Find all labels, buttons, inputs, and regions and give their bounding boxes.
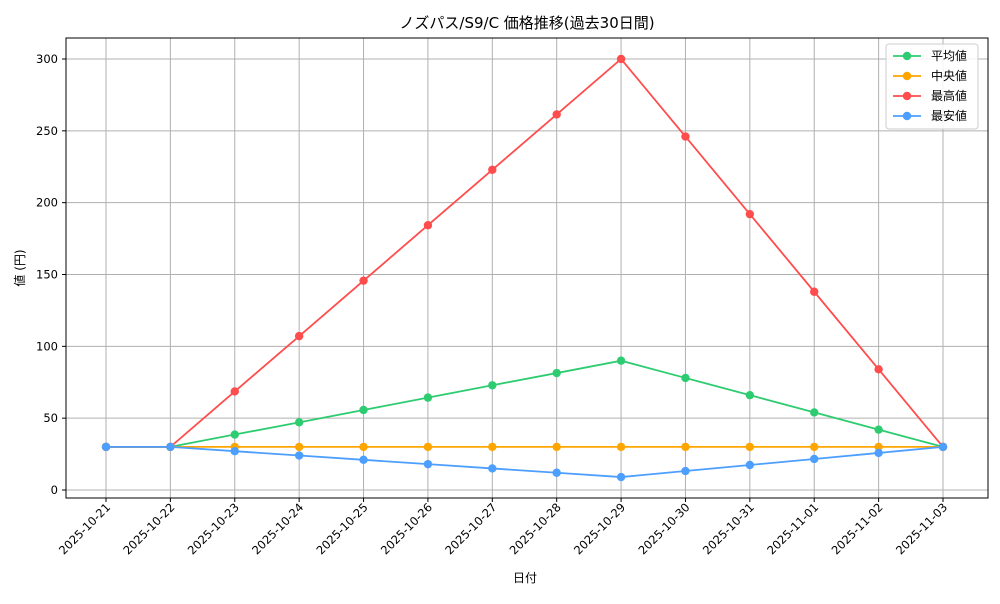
data-point — [488, 442, 497, 452]
x-axis-label: 日付 — [513, 571, 537, 585]
x-tick-label: 2025-10-21 — [56, 500, 113, 557]
data-point — [552, 468, 561, 477]
data-point — [938, 442, 948, 452]
data-point — [681, 132, 690, 141]
data-point — [745, 460, 755, 470]
legend-label: 最高値 — [931, 88, 967, 103]
data-point — [230, 387, 239, 396]
data-point — [616, 54, 626, 64]
data-point — [294, 331, 304, 341]
x-tick-label: 2025-10-27 — [442, 500, 499, 557]
legend-marker-icon — [902, 51, 912, 61]
x-tick-label: 2025-11-01 — [764, 500, 821, 557]
y-tick-label: 300 — [36, 52, 58, 66]
x-tick-label: 2025-10-23 — [185, 500, 242, 557]
data-point — [616, 442, 626, 452]
data-point — [874, 448, 883, 458]
legend-marker-icon — [902, 91, 912, 101]
data-point — [294, 442, 304, 452]
series-layer — [101, 54, 948, 482]
data-point — [423, 459, 433, 469]
x-tick-label: 2025-11-03 — [893, 500, 950, 557]
y-tick-label: 200 — [36, 196, 58, 210]
chart-title: ノズパス/S9/C 価格推移(過去30日間) — [399, 14, 654, 32]
x-tick-label: 2025-10-29 — [571, 500, 628, 557]
data-point — [359, 455, 368, 465]
y-axis-ticks: 0 50 100 150 200 250 300 — [36, 52, 66, 497]
y-tick-label: 100 — [36, 339, 58, 353]
data-point — [616, 356, 626, 365]
legend-label: 最安値 — [931, 108, 967, 123]
y-tick-label: 0 — [51, 483, 58, 497]
y-tick-label: 150 — [36, 268, 58, 282]
data-point — [101, 442, 111, 452]
legend-item: 平均値 — [893, 48, 967, 63]
data-point — [681, 466, 690, 476]
data-point — [552, 442, 561, 452]
series-line — [101, 356, 948, 452]
grid-lines — [66, 38, 988, 498]
series-line — [101, 54, 948, 452]
data-point — [488, 165, 497, 174]
data-point — [810, 454, 819, 464]
data-point — [874, 365, 883, 374]
data-point — [359, 276, 368, 285]
data-point — [423, 442, 433, 452]
x-tick-label: 2025-10-31 — [700, 500, 757, 557]
data-point — [488, 381, 497, 390]
data-point — [294, 418, 304, 427]
legend-marker-icon — [902, 111, 912, 121]
data-point — [552, 368, 561, 378]
data-point — [294, 451, 304, 460]
series-line — [101, 442, 948, 482]
data-point — [552, 110, 561, 119]
data-point — [681, 373, 690, 383]
data-point — [423, 393, 433, 402]
legend-item: 中央値 — [893, 68, 967, 83]
series-line — [101, 442, 948, 452]
data-point — [874, 442, 883, 452]
x-tick-label: 2025-10-30 — [635, 500, 692, 557]
legend-marker-icon — [902, 71, 912, 81]
data-point — [166, 442, 175, 452]
data-point — [810, 287, 819, 296]
data-point — [810, 442, 819, 452]
data-point — [359, 405, 368, 415]
data-point — [230, 447, 239, 456]
x-tick-label: 2025-10-24 — [249, 500, 306, 557]
x-tick-label: 2025-10-26 — [378, 500, 435, 557]
plot-frame — [65, 37, 989, 499]
legend-item: 最高値 — [893, 88, 967, 103]
data-point — [681, 442, 690, 452]
legend-label: 中央値 — [931, 68, 967, 83]
data-point — [745, 442, 755, 452]
data-point — [359, 442, 368, 452]
y-tick-label: 50 — [43, 411, 58, 425]
x-tick-label: 2025-10-28 — [507, 500, 564, 557]
y-tick-label: 250 — [36, 124, 58, 138]
x-tick-label: 2025-10-22 — [120, 500, 177, 557]
data-point — [423, 221, 433, 230]
x-axis-ticks: 2025-10-21 2025-10-22 2025-10-23 2025-10-24… — [56, 498, 950, 557]
legend-box — [885, 43, 979, 130]
data-point — [488, 464, 497, 473]
legend-label: 平均値 — [931, 48, 967, 63]
legend-item: 最安値 — [893, 108, 967, 123]
x-tick-label: 2025-11-02 — [829, 500, 886, 557]
data-point — [810, 408, 819, 417]
x-tick-label: 2025-10-25 — [313, 500, 370, 557]
data-point — [874, 425, 883, 434]
y-axis-label: 値 (円) — [12, 249, 27, 286]
data-point — [745, 390, 755, 400]
data-point — [745, 209, 755, 219]
data-point — [616, 472, 626, 482]
data-point — [230, 430, 239, 439]
